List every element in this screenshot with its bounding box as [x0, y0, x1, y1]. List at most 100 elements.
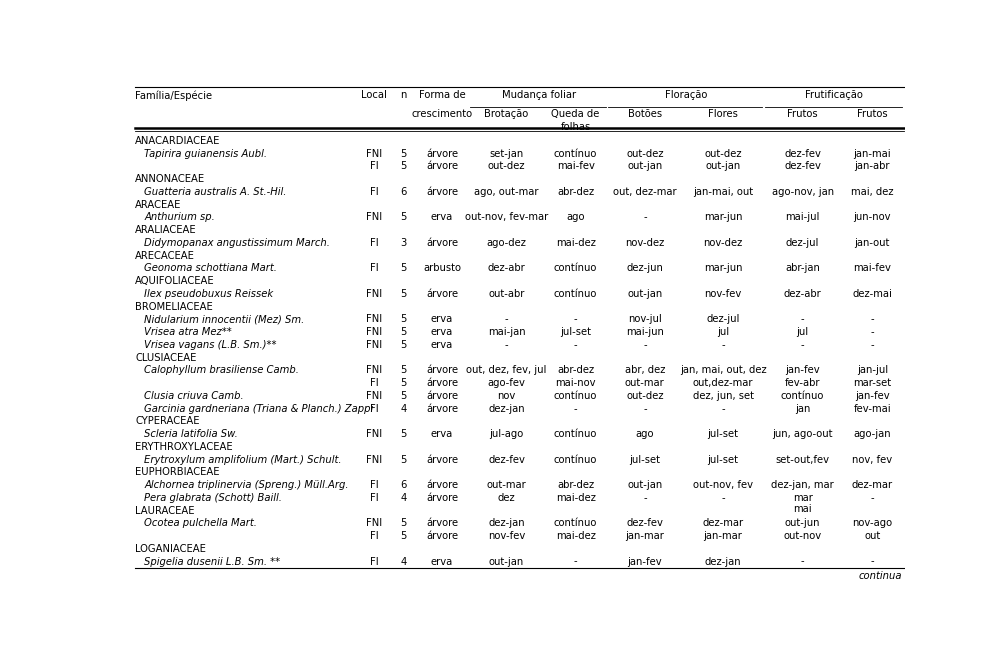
Text: árvore: árvore: [426, 238, 458, 248]
Text: contínuo: contínuo: [554, 148, 598, 159]
Text: Calophyllum brasiliense Camb.: Calophyllum brasiliense Camb.: [145, 365, 300, 375]
Text: 5: 5: [400, 518, 407, 528]
Text: Botões: Botões: [628, 108, 662, 119]
Text: Ilex pseudobuxus Reissek: Ilex pseudobuxus Reissek: [145, 289, 274, 299]
Text: mai-nov: mai-nov: [555, 378, 596, 388]
Text: FI: FI: [369, 162, 378, 171]
Text: 5: 5: [400, 455, 407, 464]
Text: erva: erva: [431, 429, 454, 439]
Text: FNI: FNI: [366, 340, 382, 350]
Text: contínuo: contínuo: [781, 391, 824, 401]
Text: BROMELIACEAE: BROMELIACEAE: [135, 302, 213, 311]
Text: contínuo: contínuo: [554, 455, 598, 464]
Text: dez-jun: dez-jun: [627, 263, 663, 273]
Text: out-jan: out-jan: [628, 480, 663, 490]
Text: ANACARDIACEAE: ANACARDIACEAE: [135, 136, 220, 146]
Text: abr-jan: abr-jan: [786, 263, 820, 273]
Text: jan-out: jan-out: [854, 238, 890, 248]
Text: mai-dez: mai-dez: [555, 238, 596, 248]
Text: erva: erva: [431, 212, 454, 223]
Text: jan-abr: jan-abr: [854, 162, 890, 171]
Text: abr-dez: abr-dez: [557, 480, 595, 490]
Text: Geonoma schottiana Mart.: Geonoma schottiana Mart.: [145, 263, 278, 273]
Text: Guatteria australis A. St.-Hil.: Guatteria australis A. St.-Hil.: [145, 187, 287, 197]
Text: FI: FI: [369, 378, 378, 388]
Text: fev-abr: fev-abr: [785, 378, 820, 388]
Text: abr, dez: abr, dez: [625, 365, 665, 375]
Text: dez-jan, mar: dez-jan, mar: [772, 480, 834, 490]
Text: Vrisea vagans (L.B. Sm.)**: Vrisea vagans (L.B. Sm.)**: [145, 340, 277, 350]
Text: jul-set: jul-set: [560, 327, 592, 337]
Text: FI: FI: [369, 187, 378, 197]
Text: -: -: [721, 340, 724, 350]
Text: Ocotea pulchella Mart.: Ocotea pulchella Mart.: [145, 518, 258, 528]
Text: out-jun: out-jun: [785, 518, 820, 528]
Text: set-jan: set-jan: [489, 148, 523, 159]
Text: árvore: árvore: [426, 403, 458, 414]
Text: AQUIFOLIACEAE: AQUIFOLIACEAE: [135, 276, 214, 286]
Text: 5: 5: [400, 148, 407, 159]
Text: árvore: árvore: [426, 289, 458, 299]
Text: árvore: árvore: [426, 162, 458, 171]
Text: jan-mar: jan-mar: [626, 531, 664, 541]
Text: out-mar: out-mar: [625, 378, 665, 388]
Text: Anthurium sp.: Anthurium sp.: [145, 212, 215, 223]
Text: Pera glabrata (Schott) Baill.: Pera glabrata (Schott) Baill.: [145, 493, 283, 503]
Text: erva: erva: [431, 327, 454, 337]
Text: Scleria latifolia Sw.: Scleria latifolia Sw.: [145, 429, 238, 439]
Text: jan-mai, out: jan-mai, out: [693, 187, 753, 197]
Text: Didymopanax angustissimum March.: Didymopanax angustissimum March.: [145, 238, 330, 248]
Text: Forma de: Forma de: [418, 91, 466, 101]
Text: ago-fev: ago-fev: [488, 378, 525, 388]
Text: -: -: [643, 493, 647, 503]
Text: -: -: [505, 340, 508, 350]
Text: out-dez: out-dez: [626, 391, 664, 401]
Text: contínuo: contínuo: [554, 263, 598, 273]
Text: nov-dez: nov-dez: [703, 238, 742, 248]
Text: -: -: [721, 403, 724, 414]
Text: Vrisea atra Mez**: Vrisea atra Mez**: [145, 327, 232, 337]
Text: ago: ago: [566, 212, 584, 223]
Text: -: -: [573, 403, 577, 414]
Text: Tapirira guianensis Aubl.: Tapirira guianensis Aubl.: [145, 148, 268, 159]
Text: ARACEAE: ARACEAE: [135, 200, 181, 210]
Text: jan-jul: jan-jul: [857, 365, 887, 375]
Text: dez: dez: [498, 493, 515, 503]
Text: FI: FI: [369, 556, 378, 566]
Text: árvore: árvore: [426, 480, 458, 490]
Text: jun, ago-out: jun, ago-out: [773, 429, 833, 439]
Text: out-mar: out-mar: [487, 480, 526, 490]
Text: jul: jul: [797, 327, 809, 337]
Text: jan-mai: jan-mai: [853, 148, 891, 159]
Text: FNI: FNI: [366, 429, 382, 439]
Text: out, dez-mar: out, dez-mar: [613, 187, 677, 197]
Text: fev-mai: fev-mai: [853, 403, 891, 414]
Text: -: -: [870, 556, 874, 566]
Text: LOGANIACEAE: LOGANIACEAE: [135, 544, 206, 554]
Text: FI: FI: [369, 480, 378, 490]
Text: out-nov: out-nov: [784, 531, 822, 541]
Text: jun-nov: jun-nov: [853, 212, 891, 223]
Text: out,dez-mar: out,dez-mar: [693, 378, 753, 388]
Text: continua: continua: [859, 571, 902, 581]
Text: jan-fev: jan-fev: [786, 365, 820, 375]
Text: Local: Local: [361, 91, 387, 101]
Text: Frutificação: Frutificação: [806, 91, 863, 101]
Text: nov-ago: nov-ago: [852, 518, 892, 528]
Text: nov-fev: nov-fev: [488, 531, 525, 541]
Text: -: -: [870, 315, 874, 325]
Text: jan-fev: jan-fev: [628, 556, 662, 566]
Text: mar-set: mar-set: [853, 378, 891, 388]
Text: abr-dez: abr-dez: [557, 365, 595, 375]
Text: 5: 5: [400, 365, 407, 375]
Text: FI: FI: [369, 403, 378, 414]
Text: dez-jan: dez-jan: [704, 556, 741, 566]
Text: -: -: [643, 340, 647, 350]
Text: -: -: [870, 340, 874, 350]
Text: erva: erva: [431, 556, 454, 566]
Text: CYPERACEAE: CYPERACEAE: [135, 417, 199, 426]
Text: 5: 5: [400, 212, 407, 223]
Text: contínuo: contínuo: [554, 289, 598, 299]
Text: Frutos: Frutos: [788, 108, 818, 119]
Text: jan, mai, out, dez: jan, mai, out, dez: [680, 365, 767, 375]
